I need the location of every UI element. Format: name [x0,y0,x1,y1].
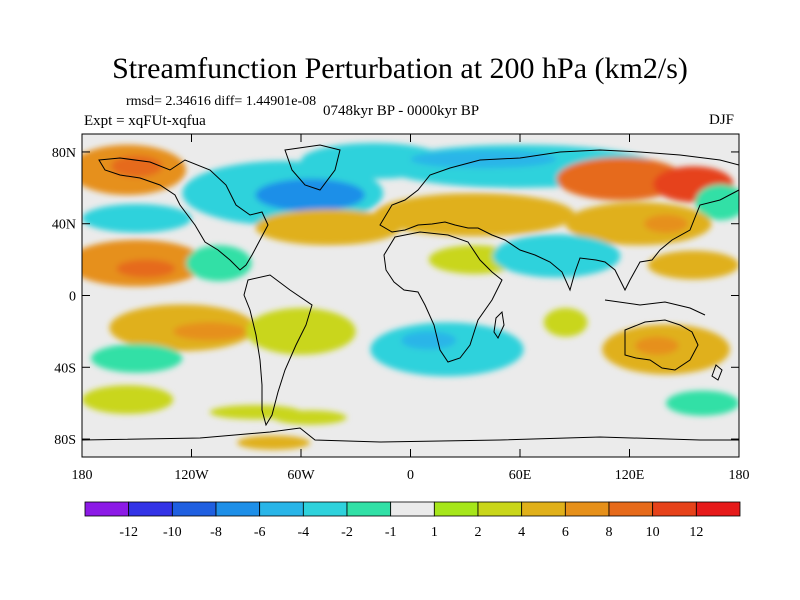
coast-south-america [243,274,313,427]
colorbar-label: 4 [518,525,525,540]
anomaly-patch [82,385,174,414]
colorbar-swatch [84,501,130,517]
colorbar-swatch [608,501,654,517]
coast-eurasia [379,149,739,292]
colorbar-label: -4 [297,525,309,540]
colorbar-label: -1 [385,525,397,540]
anomaly-patch [634,336,679,355]
period-label: 0748kyr BP - 0000kyr BP [323,103,480,119]
season-label: DJF [709,112,735,128]
lon-tick-label: 60E [509,468,532,483]
anomaly-patch [116,259,176,278]
colorbar-swatch [521,501,566,517]
colorbar-label: 8 [606,525,613,540]
coast-antarctica [82,427,739,443]
lat-tick-label: 40S [54,361,76,376]
experiment-label: Expt = xqFUt-xqfua [84,113,206,129]
anomaly-patch [647,250,739,280]
anomaly-patch [410,150,557,169]
anomaly-patch [644,214,688,233]
colorbar-swatch [695,501,741,517]
colorbar-label: -12 [119,525,138,540]
colorbar-swatch [477,501,523,517]
anomaly-patch [82,203,192,233]
colorbar-label: -8 [210,525,222,540]
lon-tick-label: 180 [729,468,750,483]
colorbar-swatch [302,501,348,517]
anomaly-patch [237,435,311,450]
coast-greenland [284,144,341,191]
anomaly-patch [695,184,739,221]
coast-new-zealand [711,364,723,381]
anomaly-patch [666,390,739,416]
anomaly-patch [282,252,393,285]
lon-tick-label: 60W [287,468,315,483]
colorbar-label: 2 [475,525,482,540]
colorbar-swatch [564,501,610,517]
anomaly-patch [273,410,347,425]
plot-title: Streamfunction Perturbation at 200 hPa (… [112,52,688,85]
colorbar-swatch [652,501,697,517]
lon-tick-label: 120W [174,468,209,483]
lat-tick-label: 40N [52,218,76,233]
colorbar-label: 6 [562,525,569,540]
lon-tick-label: 120E [615,468,645,483]
anomaly-patch [543,308,588,337]
coastlines [82,144,739,443]
lat-tick-label: 0 [69,290,76,305]
anomaly-patch [401,331,457,350]
anomaly-patch [111,155,163,178]
coast-madagascar [493,310,505,340]
colorbar-label: -10 [163,525,182,540]
colorbar-swatch [215,501,261,517]
colorbar: -12 -10 -8 -6 -4 -2 -1 1 2 4 6 8 10 12 [84,501,741,540]
anomaly-patch [173,322,247,341]
coast-indonesia [604,299,706,316]
anomaly-patch [255,209,402,246]
lat-tick-label: 80S [54,433,76,448]
coast-north-america [98,157,269,271]
lat-tick-label: 80N [52,146,76,161]
colorbar-label: 1 [431,525,438,540]
anomaly-field [82,142,739,450]
colorbar-swatch [346,501,392,517]
anomaly-patch [91,343,183,373]
colorbar-label: -2 [341,525,353,540]
anomaly-patch [374,193,575,237]
anomaly-patch [246,308,356,355]
coast-africa [383,231,503,363]
anomaly-patch [186,245,252,282]
colorbar-swatch [128,501,173,517]
colorbar-swatch [390,501,435,517]
anomaly-patch [556,157,685,201]
rmsd-stats: rmsd= 2.34616 diff= 1.44901e-08 [126,94,317,109]
anomaly-patch [370,322,524,377]
colorbar-swatch [433,501,479,517]
colorbar-swatch [259,501,304,517]
colorbar-label: 10 [646,525,660,540]
colorbar-label: -6 [254,525,266,540]
coast-australia [624,319,699,371]
colorbar-label: 12 [689,525,703,540]
colorbar-swatch [171,501,217,517]
lon-tick-label: 0 [407,468,414,483]
anomaly-patch [255,178,365,212]
anomaly-patch [565,202,712,246]
anomaly-patch [492,234,621,278]
axis-ticks: 180 120W 60W 0 60E 120E 180 80N 40N 0 40S 80S [52,134,750,483]
lon-tick-label: 180 [72,468,93,483]
